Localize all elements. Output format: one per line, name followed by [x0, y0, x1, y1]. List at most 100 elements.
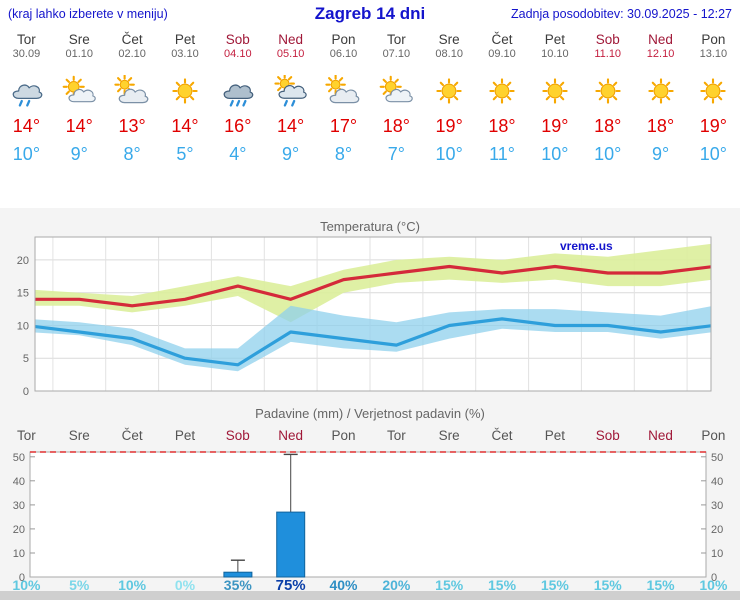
day-name: Pet	[544, 32, 565, 47]
svg-text:5: 5	[23, 353, 29, 365]
temperature-chart-title: Temperatura (°C)	[320, 219, 420, 234]
partly-cloudy-icon	[62, 75, 97, 103]
day-name: Pon	[701, 32, 726, 47]
min-temperature: 4°	[229, 144, 247, 164]
sunny-icon	[595, 78, 621, 104]
last-update: Zadnja posodobitev: 30.09.2025 - 12:27	[510, 7, 732, 21]
sunny-icon	[542, 78, 568, 104]
day-date: 30.09	[12, 48, 41, 60]
precip-probability: 35%	[223, 577, 252, 593]
max-temperature: 14°	[277, 116, 305, 136]
svg-text:0: 0	[19, 572, 25, 582]
svg-text:10: 10	[13, 548, 25, 560]
day-column[interactable]: Čet 02.10 13° 8°	[106, 32, 159, 164]
precip-day-label: Ned	[278, 428, 304, 443]
day-date: 07.10	[382, 48, 411, 60]
max-temperature: 13°	[118, 116, 146, 136]
day-name: Sob	[595, 32, 620, 47]
min-temperature: 10°	[594, 144, 622, 164]
day-column[interactable]: Sob 11.10 18° 10°	[581, 32, 634, 164]
day-column[interactable]: Pet 10.10 19° 10°	[528, 32, 581, 164]
day-column[interactable]: Sre 08.10 19° 10°	[423, 32, 476, 164]
day-column[interactable]: Sre 01.10 14° 9°	[53, 32, 106, 164]
page-title: Zagreb 14 dni	[314, 4, 426, 23]
max-temperature: 18°	[646, 116, 675, 136]
day-column[interactable]: Pet 03.10 14° 5°	[159, 32, 212, 164]
max-temperature: 16°	[224, 116, 252, 136]
precip-day-label: Sob	[225, 428, 250, 443]
precip-day-label: Pet	[174, 428, 196, 443]
day-column[interactable]: Pon 06.10 17° 8°	[317, 32, 370, 164]
svg-text:30: 30	[13, 500, 25, 512]
day-column[interactable]: Tor 30.09 14° 10°	[0, 32, 53, 164]
day-date: 02.10	[118, 48, 146, 60]
min-temperature: 11°	[489, 144, 515, 164]
precip-day-label: Pon	[701, 428, 726, 443]
sunny-icon	[172, 78, 198, 104]
precip-probability: 0%	[174, 577, 196, 593]
precip-day-label: Ned	[648, 428, 673, 443]
precip-probability: 15%	[540, 577, 569, 593]
day-name: Pet	[174, 32, 196, 47]
precip-probability: 40%	[329, 577, 358, 593]
precip-day-label: Pon	[331, 428, 356, 443]
location-menu-hint: (kraj lahko izberete v meniju)	[8, 7, 168, 21]
svg-text:0: 0	[711, 572, 717, 582]
svg-text:50: 50	[711, 452, 723, 464]
svg-text:40: 40	[13, 476, 25, 488]
min-temperature: 10°	[699, 144, 727, 164]
precip-probability: 10%	[118, 577, 147, 593]
max-temperature: 19°	[699, 116, 727, 136]
precip-probability: 75%	[275, 577, 306, 594]
svg-text:20: 20	[17, 255, 29, 267]
precip-day-labels: Tor Sre Čet Pet Sob Ned Pon Tor Sre Čet Pet Sob Ned P…	[0, 428, 740, 443]
precip-probability: 10%	[699, 577, 728, 593]
day-column[interactable]: Tor 07.10 18° 7°	[370, 32, 423, 164]
max-temperature: 14°	[171, 116, 199, 136]
day-date: 01.10	[65, 48, 94, 60]
svg-text:40: 40	[711, 476, 723, 488]
day-date: 09.10	[488, 48, 516, 60]
precip-probability: 20%	[382, 577, 411, 593]
sunny-icon	[700, 78, 727, 104]
day-date: 03.10	[171, 48, 199, 60]
precip-probability: 15%	[488, 577, 517, 593]
horizontal-scrollbar[interactable]	[0, 591, 740, 600]
day-date: 12.10	[646, 48, 675, 60]
max-temperature: 17°	[329, 116, 358, 136]
day-column[interactable]: Čet 09.10 18° 11°	[476, 32, 529, 164]
min-temperature: 9°	[651, 144, 670, 164]
day-name: Tor	[17, 32, 36, 47]
precip-day-label: Sre	[68, 428, 90, 443]
sunny-icon	[647, 78, 674, 104]
rain-icon	[223, 84, 254, 107]
precip-probability: 15%	[646, 577, 675, 593]
mostly-cloudy-icon	[114, 74, 149, 104]
sunny-icon	[436, 78, 462, 104]
day-column[interactable]: Ned 12.10 18° 9°	[634, 32, 687, 164]
day-date: 04.10	[224, 48, 252, 60]
day-column[interactable]: Sob 04.10 16° 4°	[211, 32, 264, 164]
day-name: Sre	[438, 32, 460, 47]
day-column[interactable]: Ned 05.10 14° 9°	[264, 32, 317, 164]
showers-icon	[13, 84, 43, 107]
svg-text:15: 15	[17, 288, 29, 300]
day-date: 10.10	[541, 48, 569, 60]
watermark: vreme.us	[560, 239, 613, 253]
day-name: Čet	[491, 32, 513, 47]
precip-probability-row: 10% 5% 10% 0% 35% 75% 40% 20% 15% 15% 15% 15% 15% 10%	[0, 577, 740, 594]
day-name: Čet	[121, 32, 143, 47]
min-temperature: 10°	[12, 144, 41, 164]
min-temperature: 5°	[176, 144, 194, 164]
precip-day-label: Sre	[438, 428, 460, 443]
max-temperature: 18°	[382, 116, 410, 136]
mostly-cloudy-icon	[325, 74, 360, 104]
precipitation-chart-title: Padavine (mm) / Verjetnost padavin (%)	[255, 406, 485, 421]
svg-text:10: 10	[17, 321, 29, 333]
day-date: 05.10	[276, 48, 305, 60]
day-column[interactable]: Pon 13.10 19° 10°	[687, 32, 740, 164]
day-date: 13.10	[699, 48, 728, 60]
day-name: Ned	[648, 32, 673, 47]
day-date: 11.10	[594, 48, 622, 60]
